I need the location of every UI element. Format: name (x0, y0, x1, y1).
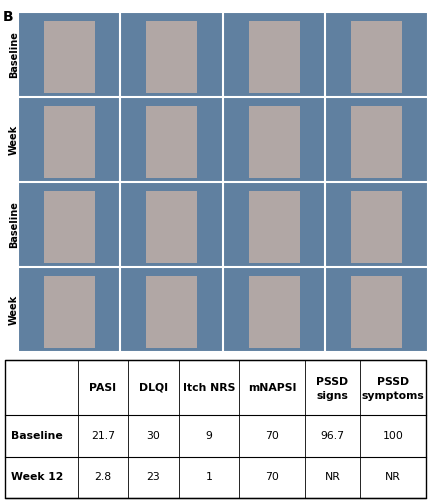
Bar (350, 190, 402, 263)
Text: DLQI: DLQI (138, 382, 167, 392)
Text: Itch NRS: Itch NRS (182, 382, 235, 392)
Bar (121, 268, 221, 351)
Bar (43, 106, 95, 178)
Bar (224, 268, 324, 351)
Bar (350, 20, 402, 93)
Bar (121, 98, 221, 181)
Bar (224, 98, 324, 181)
Text: 70: 70 (264, 431, 278, 441)
Bar (43, 190, 95, 263)
Text: 70: 70 (264, 472, 278, 482)
Text: 23: 23 (146, 472, 160, 482)
Bar (19, 268, 119, 351)
Text: Baseline: Baseline (9, 201, 19, 248)
Bar (248, 106, 299, 178)
Bar (326, 183, 426, 266)
Bar (19, 183, 119, 266)
Text: NR: NR (324, 472, 340, 482)
Text: PASI: PASI (89, 382, 116, 392)
Text: PSSD: PSSD (376, 376, 408, 386)
Text: 2.8: 2.8 (94, 472, 111, 482)
Text: B: B (3, 10, 14, 24)
Bar (19, 13, 119, 96)
Text: 9: 9 (205, 431, 212, 441)
Text: signs: signs (316, 390, 347, 400)
Text: symptoms: symptoms (361, 390, 424, 400)
Text: Baseline: Baseline (11, 431, 63, 441)
Text: PSSD: PSSD (316, 376, 348, 386)
Text: Week: Week (9, 124, 19, 154)
Text: NR: NR (384, 472, 400, 482)
Bar (350, 106, 402, 178)
Text: Week: Week (9, 294, 19, 324)
Text: 1: 1 (205, 472, 212, 482)
Bar (146, 20, 197, 93)
Bar (248, 20, 299, 93)
Bar (43, 20, 95, 93)
Bar (5, 360, 425, 498)
Bar (146, 106, 197, 178)
Bar (326, 98, 426, 181)
Bar (248, 276, 299, 348)
Text: 30: 30 (146, 431, 160, 441)
Text: mNAPSI: mNAPSI (247, 382, 296, 392)
Bar (326, 13, 426, 96)
Bar (121, 13, 221, 96)
Text: Week 12: Week 12 (11, 472, 63, 482)
Bar (326, 268, 426, 351)
Bar (121, 183, 221, 266)
Bar (146, 276, 197, 348)
Bar (248, 190, 299, 263)
Text: 100: 100 (382, 431, 402, 441)
Bar (43, 276, 95, 348)
Bar (224, 183, 324, 266)
Text: 96.7: 96.7 (319, 431, 344, 441)
Text: 21.7: 21.7 (91, 431, 114, 441)
Bar (350, 276, 402, 348)
Bar (19, 98, 119, 181)
Text: Baseline: Baseline (9, 31, 19, 78)
Bar (146, 190, 197, 263)
Bar (224, 13, 324, 96)
